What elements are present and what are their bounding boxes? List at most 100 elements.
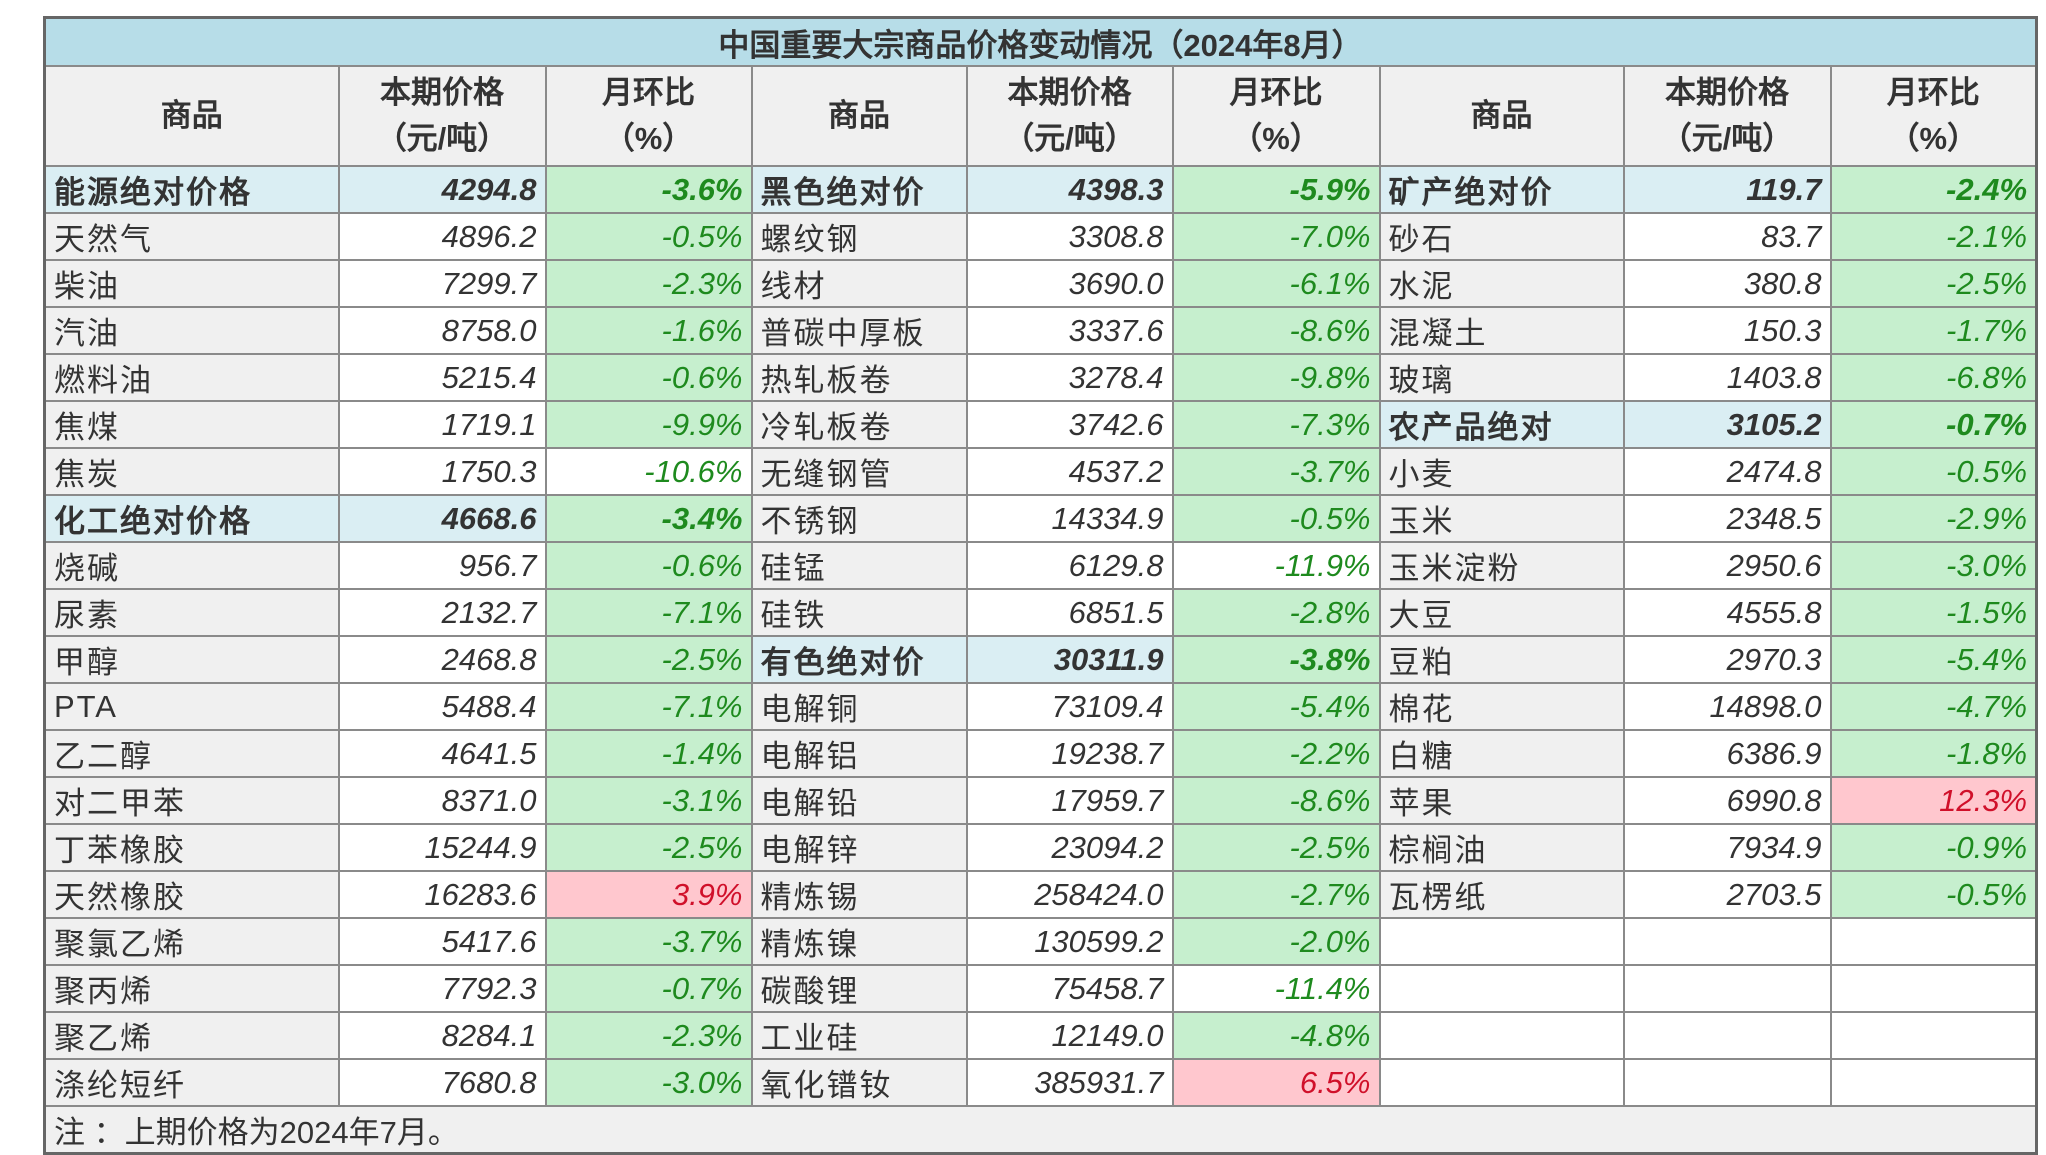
header-price: 本期价格 （元/吨） xyxy=(1622,65,1832,167)
table-row: 天然橡胶 16283.6 3.9% 精炼锡 258424.0 -2.7% 瓦楞纸 2703.5… xyxy=(43,870,2038,919)
empty-cell xyxy=(1622,917,1832,966)
month-change: -2.9% xyxy=(1829,494,2038,543)
month-change: -3.7% xyxy=(544,917,753,966)
empty-cell xyxy=(1378,1011,1625,1060)
commodity-name: 热轧板卷 xyxy=(750,353,968,402)
month-change: -1.8% xyxy=(1829,729,2038,778)
current-price: 2348.5 xyxy=(1622,494,1832,543)
header-name: 商品 xyxy=(1378,65,1625,167)
table-row: 化工绝对价格 4668.6 -3.4% 不锈钢 14334.9 -0.5% 玉米 2348.5… xyxy=(43,494,2038,543)
current-price: 380.8 xyxy=(1622,259,1832,308)
table-row: 聚氯乙烯 5417.6 -3.7% 精炼镍 130599.2 -2.0% xyxy=(43,917,2038,966)
commodity-name: 电解铅 xyxy=(750,776,968,825)
commodity-name: 精炼镍 xyxy=(750,917,968,966)
commodity-name: 乙二醇 xyxy=(43,729,340,778)
current-price: 4294.8 xyxy=(337,165,547,214)
month-change: -2.5% xyxy=(544,823,753,872)
commodity-name: 碳酸锂 xyxy=(750,964,968,1013)
commodity-name: 丁苯橡胶 xyxy=(43,823,340,872)
current-price: 3337.6 xyxy=(965,306,1174,355)
current-price: 4896.2 xyxy=(337,212,547,261)
current-price: 1403.8 xyxy=(1622,353,1832,402)
commodity-name: 白糖 xyxy=(1378,729,1625,778)
current-price: 7792.3 xyxy=(337,964,547,1013)
table-row: 烧碱 956.7 -0.6% 硅锰 6129.8 -11.9% 玉米淀粉 2950.6 -3.0… xyxy=(43,541,2038,590)
empty-cell xyxy=(1378,1058,1625,1107)
empty-cell xyxy=(1378,917,1625,966)
current-price: 1750.3 xyxy=(337,447,547,496)
empty-cell xyxy=(1622,1058,1832,1107)
month-change: -0.6% xyxy=(544,353,753,402)
current-price: 150.3 xyxy=(1622,306,1832,355)
current-price: 6990.8 xyxy=(1622,776,1832,825)
month-change: 6.5% xyxy=(1171,1058,1381,1107)
month-change: -6.1% xyxy=(1171,259,1381,308)
header-price-line1: 本期价格 xyxy=(380,75,504,110)
current-price: 3742.6 xyxy=(965,400,1174,449)
table-row: PTA 5488.4 -7.1% 电解铜 73109.4 -5.4% 棉花 14898.0 -4… xyxy=(43,682,2038,731)
commodity-name: 黑色绝对价 xyxy=(750,165,968,214)
table-row: 焦煤 1719.1 -9.9% 冷轧板卷 3742.6 -7.3% 农产品绝对 3105.2-… xyxy=(43,400,2038,449)
note-row: 注 ：上期价格为2024年7月。 xyxy=(43,1105,2038,1155)
commodity-name: 能源绝对价格 xyxy=(43,165,340,214)
month-change: -1.6% xyxy=(544,306,753,355)
empty-cell xyxy=(1829,917,2038,966)
month-change: -7.3% xyxy=(1171,400,1381,449)
current-price: 6386.9 xyxy=(1622,729,1832,778)
current-price: 75458.7 xyxy=(965,964,1174,1013)
commodity-name: 聚丙烯 xyxy=(43,964,340,1013)
month-change: -3.8% xyxy=(1171,635,1381,684)
month-change: -0.7% xyxy=(1829,400,2038,449)
current-price: 5215.4 xyxy=(337,353,547,402)
table-row: 燃料油 5215.4 -0.6% 热轧板卷 3278.4 -9.8% 玻璃 1403.8 -6.… xyxy=(43,353,2038,402)
current-price: 8758.0 xyxy=(337,306,547,355)
month-change: -9.9% xyxy=(544,400,753,449)
empty-cell xyxy=(1829,1011,2038,1060)
current-price: 2132.7 xyxy=(337,588,547,637)
current-price: 4537.2 xyxy=(965,447,1174,496)
table-row: 聚丙烯 7792.3 -0.7% 碳酸锂 75458.7 -11.4% xyxy=(43,964,2038,1013)
current-price: 6129.8 xyxy=(965,541,1174,590)
current-price: 2970.3 xyxy=(1622,635,1832,684)
month-change: -0.9% xyxy=(1829,823,2038,872)
header-change-line1: 月环比 xyxy=(602,75,695,110)
commodity-name: 汽油 xyxy=(43,306,340,355)
commodity-name: 电解铜 xyxy=(750,682,968,731)
current-price: 3278.4 xyxy=(965,353,1174,402)
current-price: 3308.8 xyxy=(965,212,1174,261)
header-price: 本期价格 （元/吨） xyxy=(337,65,547,167)
empty-cell xyxy=(1829,964,2038,1013)
table-row: 汽油 8758.0 -1.6% 普碳中厚板 3337.6 -8.6% 混凝土 150.3 -1.… xyxy=(43,306,2038,355)
commodity-name: 混凝土 xyxy=(1378,306,1625,355)
current-price: 7680.8 xyxy=(337,1058,547,1107)
month-change: -5.9% xyxy=(1171,165,1381,214)
commodity-price-table: 中国重要大宗商品价格变动情况（2024年8月） 商品 本期价格 （元/吨） 月环比 （%… xyxy=(43,16,2039,1155)
current-price: 73109.4 xyxy=(965,682,1174,731)
month-change: 3.9% xyxy=(544,870,753,919)
commodity-name: 天然橡胶 xyxy=(43,870,340,919)
table-row: 聚乙烯 8284.1 -2.3% 工业硅 12149.0 -4.8% xyxy=(43,1011,2038,1060)
footnote: 注 ：上期价格为2024年7月。 xyxy=(43,1105,2038,1155)
commodity-name: 水泥 xyxy=(1378,259,1625,308)
header-price-line1: 本期价格 xyxy=(1007,75,1132,110)
current-price: 19238.7 xyxy=(965,729,1174,778)
current-price: 6851.5 xyxy=(965,588,1174,637)
current-price: 385931.7 xyxy=(965,1058,1174,1107)
month-change: -4.7% xyxy=(1829,682,2038,731)
commodity-name: 有色绝对价 xyxy=(750,635,968,684)
commodity-name: 工业硅 xyxy=(750,1011,968,1060)
header-price: 本期价格 （元/吨） xyxy=(965,65,1174,167)
commodity-name: 电解锌 xyxy=(750,823,968,872)
commodity-name: 苹果 xyxy=(1378,776,1625,825)
commodity-name: 棉花 xyxy=(1378,682,1625,731)
commodity-name: 烧碱 xyxy=(43,541,340,590)
commodity-name: 矿产绝对价 xyxy=(1378,165,1625,214)
commodity-name: 螺纹钢 xyxy=(750,212,968,261)
table-row: 涤纶短纤 7680.8 -3.0% 氧化镨钕 385931.7 6.5% xyxy=(43,1058,2038,1107)
month-change: -8.6% xyxy=(1171,776,1381,825)
header-change-line2: （%） xyxy=(1888,121,1979,156)
current-price: 5488.4 xyxy=(337,682,547,731)
commodity-name: 大豆 xyxy=(1378,588,1625,637)
header-price-line2: （元/吨） xyxy=(1003,121,1136,156)
current-price: 12149.0 xyxy=(965,1011,1174,1060)
